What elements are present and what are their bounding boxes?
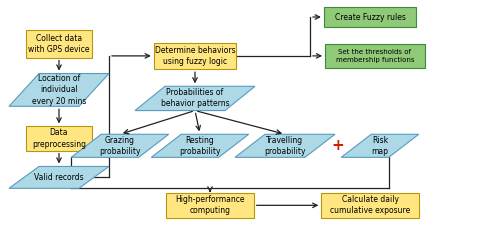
Text: Probabilities of
behavior patterns: Probabilities of behavior patterns <box>160 88 230 108</box>
Bar <box>26 30 92 58</box>
Text: Collect data
with GPS device: Collect data with GPS device <box>28 34 90 54</box>
Text: Location of
individual
every 20 mins: Location of individual every 20 mins <box>32 74 86 105</box>
Bar <box>324 7 416 27</box>
Text: Data
preprocessing: Data preprocessing <box>32 129 86 148</box>
Text: High-performance
computing: High-performance computing <box>176 195 245 215</box>
Polygon shape <box>9 73 109 106</box>
Bar <box>321 192 419 218</box>
Polygon shape <box>9 166 109 188</box>
Bar <box>166 192 254 218</box>
Polygon shape <box>135 86 255 111</box>
Text: Create Fuzzy rules: Create Fuzzy rules <box>334 12 406 22</box>
Text: Valid records: Valid records <box>34 173 84 182</box>
Text: +: + <box>332 138 344 153</box>
Text: Travelling
probability: Travelling probability <box>264 136 306 156</box>
Text: Calculate daily
cumulative exposure: Calculate daily cumulative exposure <box>330 195 410 215</box>
Text: Risk
map: Risk map <box>372 136 388 156</box>
Text: Resting
probability: Resting probability <box>179 136 221 156</box>
Polygon shape <box>72 134 169 157</box>
Text: Grazing
probability: Grazing probability <box>99 136 141 156</box>
Text: Set the thresholds of
membership functions: Set the thresholds of membership functio… <box>336 49 414 63</box>
Bar <box>26 126 92 151</box>
Bar <box>154 43 236 69</box>
Polygon shape <box>151 134 249 157</box>
Polygon shape <box>341 134 419 157</box>
Text: Determine behaviors
using fuzzy logic: Determine behaviors using fuzzy logic <box>154 46 236 66</box>
Polygon shape <box>235 134 335 157</box>
Bar <box>325 44 425 68</box>
